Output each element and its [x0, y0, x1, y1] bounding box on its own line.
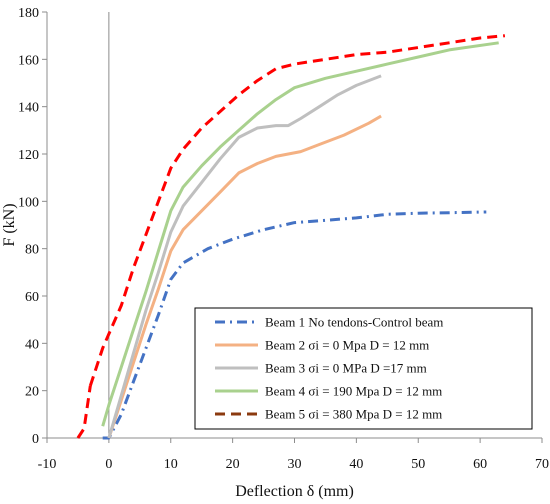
x-tick-label: 0	[105, 457, 112, 472]
x-tick-label: 10	[164, 457, 178, 472]
x-axis-title: Deflection δ (mm)	[235, 483, 354, 500]
x-tick-label: 60	[473, 457, 487, 472]
legend: Beam 1 No tendons-Control beam Beam 2 σi …	[194, 307, 533, 430]
legend-label-1: Beam 1 No tendons-Control beam	[265, 315, 443, 330]
y-tick-label: 180	[18, 6, 39, 21]
axes-layer: -10 0 10 20 30 40 50 60 70 0 20 40 60 80 100 120 140 160 1…	[18, 6, 549, 472]
y-axis-title: F (kN)	[1, 203, 18, 246]
series-line-6	[76, 385, 92, 439]
series-line-3	[107, 74, 382, 439]
y-tick-label: 60	[25, 290, 39, 305]
y-tick-label: 120	[18, 148, 39, 163]
x-tick-label: 50	[411, 457, 425, 472]
legend-label-4: Beam 4 σi = 190 Mpa D = 12 mm	[265, 384, 442, 399]
y-tick-label: 20	[25, 385, 39, 400]
y-tick-label: 40	[25, 337, 39, 352]
series-layer	[76, 34, 506, 440]
series-line-4	[101, 41, 499, 427]
y-tick-label: 140	[18, 101, 39, 116]
series-line-2	[107, 114, 382, 439]
y-tick-label: 80	[25, 243, 39, 258]
x-tick-label: 20	[226, 457, 240, 472]
legend-label-3: Beam 3 σi = 0 MPa D =17 mm	[265, 361, 427, 376]
y-tick-label: 160	[18, 53, 39, 68]
series-line-5	[88, 34, 506, 387]
legend-label-2: Beam 2 σi = 0 Mpa D = 12 mm	[265, 338, 429, 353]
x-tick-label: 40	[349, 457, 363, 472]
y-tick-label: 0	[32, 432, 39, 447]
y-tick-label: 100	[18, 195, 39, 210]
x-tick-label: 70	[535, 457, 549, 472]
legend-label-5: Beam 5 σi = 380 Mpa D = 12 mm	[265, 407, 442, 422]
x-tick-label: 30	[288, 457, 302, 472]
x-tick-label: -10	[38, 457, 57, 472]
